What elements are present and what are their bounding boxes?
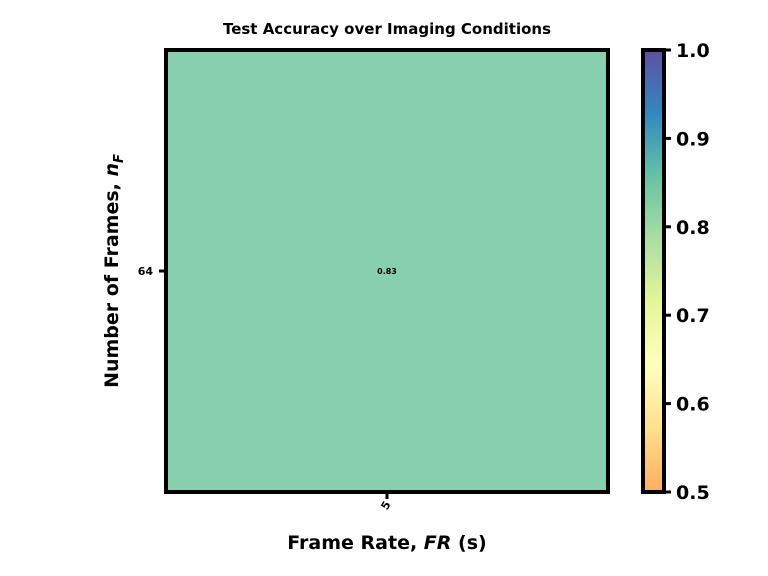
cell-value-label: 0.83 bbox=[377, 267, 397, 276]
x-axis-label-main: Frame Rate, bbox=[287, 532, 424, 554]
x-axis-label: Frame Rate, FR (s) bbox=[287, 532, 486, 554]
colorbar-frame bbox=[641, 48, 666, 494]
colorbar-tick-label: 0.6 bbox=[676, 394, 710, 416]
colorbar-tick-label: 0.7 bbox=[676, 305, 710, 327]
colorbar-tick-label: 0.5 bbox=[676, 482, 710, 504]
colorbar-ticks: 0.5 0.6 0.7 0.8 0.9 1.0 bbox=[664, 40, 710, 504]
y-axis-label: Number of Frames, nF bbox=[101, 154, 127, 388]
chart-title: Test Accuracy over Imaging Conditions bbox=[223, 20, 551, 38]
colorbar-tick-label: 0.9 bbox=[676, 128, 710, 150]
colorbar bbox=[643, 50, 664, 492]
y-axis-label-subscript: F bbox=[112, 154, 127, 163]
colorbar-tick-label: 0.8 bbox=[676, 217, 710, 239]
x-axis-label-unit: (s) bbox=[451, 532, 486, 554]
y-tick-label: 64 bbox=[138, 265, 154, 278]
y-axis-label-main: Number of Frames, bbox=[101, 177, 123, 388]
colorbar-tick-label: 1.0 bbox=[676, 40, 710, 62]
x-tick-label: 5 bbox=[379, 499, 394, 512]
x-axis-label-symbol: FR bbox=[424, 532, 452, 554]
y-axis-label-symbol: n bbox=[101, 163, 123, 177]
heatmap-cell bbox=[166, 50, 608, 492]
